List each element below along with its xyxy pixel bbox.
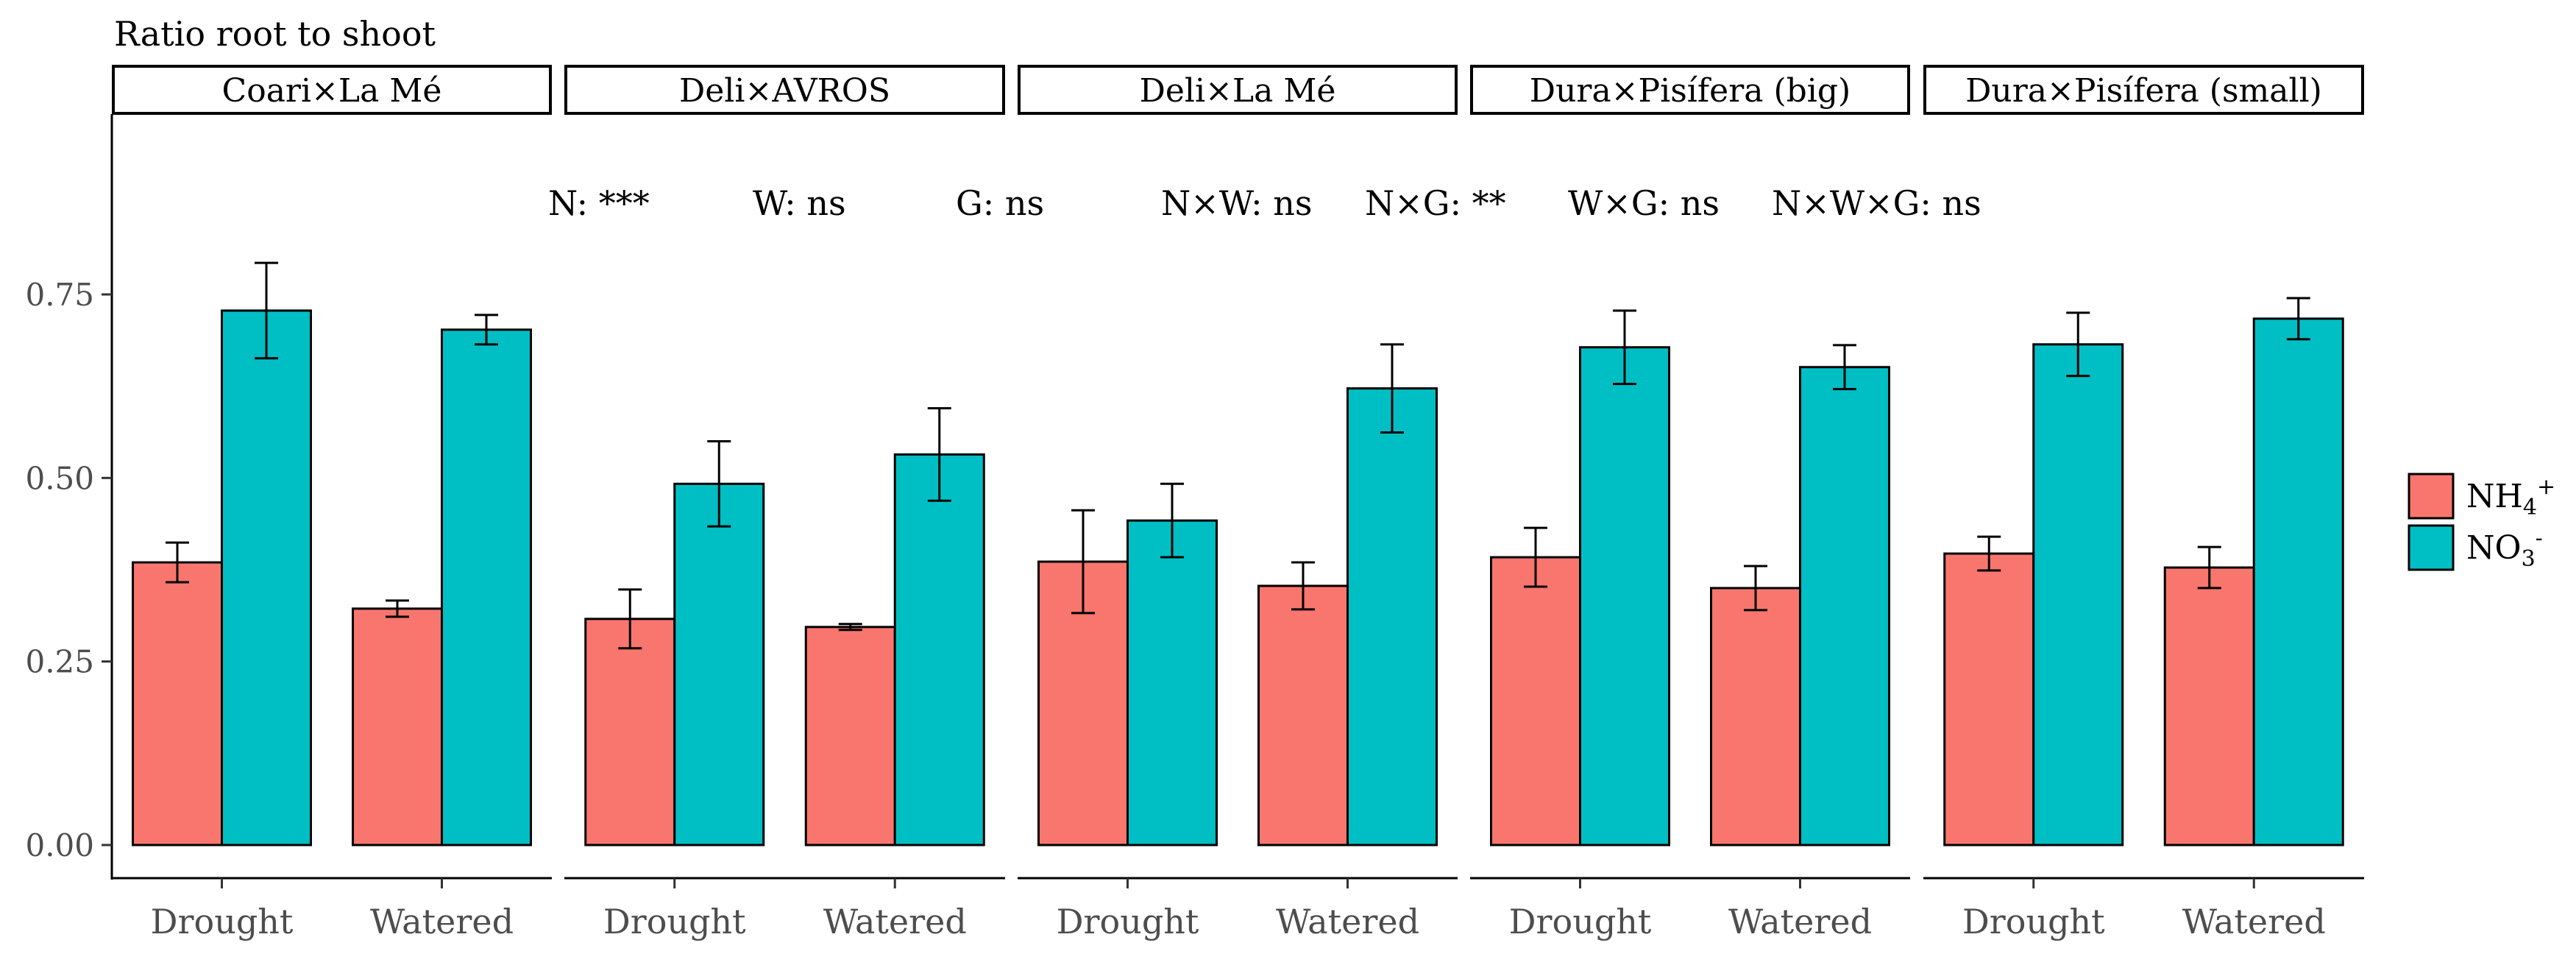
- annotation: W: ns: [753, 183, 846, 223]
- bar: [1126, 519, 1218, 846]
- facet-strip-label: Deli×AVROS: [679, 72, 890, 110]
- bar: [221, 309, 312, 846]
- facet-panel: Deli×AVROS Drought Watered: [564, 65, 1005, 941]
- facet-strip: [1018, 65, 1458, 115]
- y-tick-label: 0.75: [25, 277, 94, 313]
- bar: [1579, 346, 1670, 846]
- x-tick-label: Drought: [603, 902, 746, 941]
- legend-label: NO3-: [2466, 526, 2543, 572]
- x-tick-label: Drought: [1962, 902, 2105, 941]
- x-tick-label: Drought: [151, 902, 294, 941]
- legend-swatch: [2408, 524, 2455, 571]
- facet-panel: Coari×La Mé Drought Watered: [112, 65, 552, 941]
- facet-strip: [1923, 65, 2364, 115]
- facet-strip-label: Deli×La Mé: [1140, 72, 1336, 110]
- bar: [1710, 587, 1801, 846]
- bar: [1799, 366, 1890, 846]
- x-tick-label: Drought: [1509, 902, 1652, 941]
- legend-label: NH4+: [2466, 474, 2555, 520]
- x-tick-label: Drought: [1057, 902, 1199, 941]
- annotation: N: ***: [548, 183, 650, 223]
- facet-strip-label: Coari×La Mé: [222, 72, 442, 110]
- x-tick-label: Watered: [1276, 902, 1419, 941]
- bar: [1346, 387, 1438, 846]
- bar: [673, 482, 765, 846]
- annotation: N×G: **: [1365, 183, 1506, 223]
- facet-panel: Dura×Pisífera (small) Drought Watered: [1923, 65, 2364, 941]
- chart-title: Ratio root to shoot: [114, 14, 436, 54]
- facet-strip: [112, 65, 552, 115]
- y-tick-label: 0.00: [25, 827, 94, 863]
- annotation: G: ns: [956, 183, 1044, 223]
- facet-strip: [564, 65, 1005, 115]
- bar: [804, 626, 896, 846]
- bar: [2163, 566, 2255, 846]
- x-tick-label: Watered: [1728, 902, 1872, 941]
- facet-panels: Coari×La Mé Drought Watered Deli×AVROS Droug…: [112, 65, 2364, 941]
- x-tick-label: Watered: [2182, 902, 2326, 941]
- legend: NH4+ NO3-: [2408, 473, 2555, 572]
- annotation: N×W: ns: [1161, 183, 1312, 223]
- facet-panel: Deli×La Mé Drought Watered: [1018, 65, 1458, 941]
- bar: [1490, 556, 1581, 846]
- y-axis: 0.00 0.25 0.50 0.75: [25, 114, 113, 880]
- facet-strip: [1470, 65, 1910, 115]
- facet-strip-label: Dura×Pisífera (small): [1965, 72, 2322, 110]
- y-tick-label: 0.25: [25, 644, 94, 680]
- bar: [2252, 317, 2344, 846]
- bar: [1257, 584, 1349, 846]
- bar: [352, 607, 443, 846]
- bar: [893, 453, 985, 846]
- annotation: W×G: ns: [1568, 183, 1720, 223]
- facet-panel: Dura×Pisífera (big) Drought Watered: [1470, 65, 1910, 941]
- bar: [132, 561, 223, 846]
- legend-swatch: [2408, 473, 2455, 520]
- bar: [2032, 343, 2124, 846]
- bar: [441, 328, 532, 846]
- bar: [1943, 552, 2035, 846]
- facet-strip-label: Dura×Pisífera (big): [1530, 72, 1851, 110]
- x-tick-label: Watered: [370, 902, 514, 941]
- bar: [584, 618, 676, 846]
- y-tick-label: 0.50: [25, 460, 94, 496]
- annotation: N×W×G: ns: [1772, 183, 1981, 223]
- x-tick-label: Watered: [823, 902, 967, 941]
- significance-annotations: N: *** W: ns G: ns N×W: ns N×G: ** W×G: ns N×W…: [548, 183, 1981, 223]
